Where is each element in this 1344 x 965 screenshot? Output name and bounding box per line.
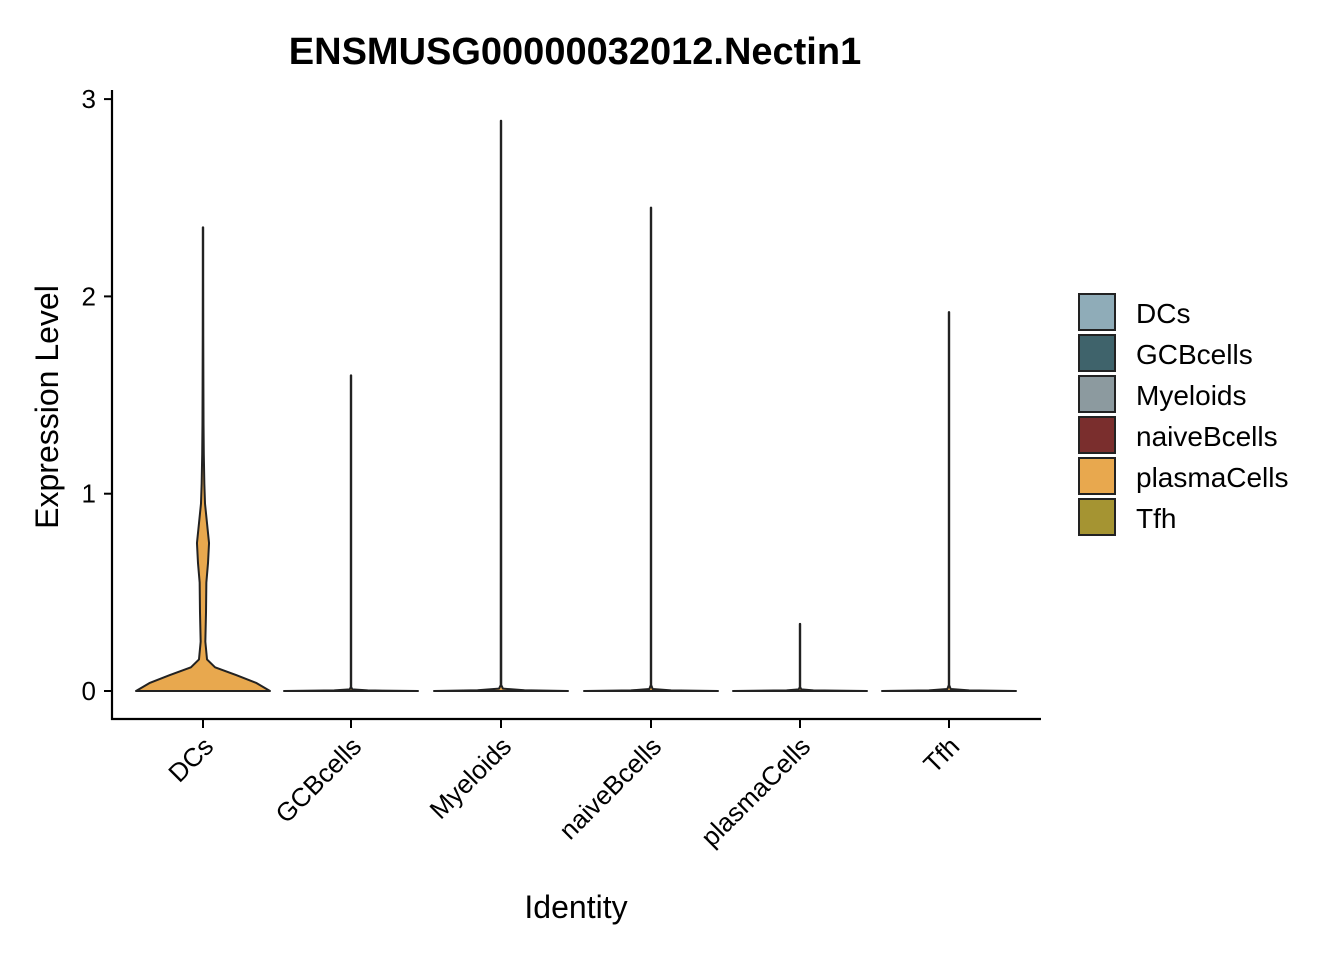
legend-label-plasmaCells: plasmaCells [1136, 462, 1289, 493]
legend-key-DCs [1078, 293, 1116, 331]
legend-label-Tfh: Tfh [1136, 503, 1176, 534]
violin-GCBcells [283, 374, 419, 692]
legend-key-Tfh [1078, 498, 1116, 536]
x-tick-label-naiveBcells: naiveBcells [553, 731, 667, 845]
legend-key-Myeloids [1078, 375, 1116, 413]
legend-key-plasmaCells [1078, 457, 1116, 495]
x-tick-label-Tfh: Tfh [917, 731, 965, 779]
x-tick-label-DCs: DCs [162, 731, 219, 788]
y-tick-label: 3 [82, 84, 96, 114]
legend-label-naiveBcells: naiveBcells [1136, 421, 1278, 452]
violins-group [135, 119, 1017, 692]
y-tick-label: 1 [82, 479, 96, 509]
x-axis-title: Identity [524, 889, 627, 925]
violin-naiveBcells [583, 206, 719, 692]
violin-Myeloids [433, 119, 569, 692]
legend-key-GCBcells [1078, 334, 1116, 372]
legend: DCs GCBcells Myeloids naiveBcells plasmaCell… [1078, 293, 1289, 536]
y-axis-title: Expression Level [29, 285, 65, 529]
legend-label-DCs: DCs [1136, 298, 1190, 329]
x-tick-label-plasmaCells: plasmaCells [695, 731, 816, 852]
chart-title: ENSMUSG00000032012.Nectin1 [289, 31, 861, 73]
legend-key-naiveBcells [1078, 416, 1116, 454]
legend-label-GCBcells: GCBcells [1136, 339, 1253, 370]
legend-label-Myeloids: Myeloids [1136, 380, 1246, 411]
x-ticks-group: DCs GCBcells Myeloids naiveBcells plasmaCell… [162, 719, 965, 852]
violin-plasmaCells [732, 622, 868, 692]
x-tick-label-Myeloids: Myeloids [423, 731, 517, 825]
violin-DCs [135, 226, 271, 692]
y-tick-label: 0 [82, 676, 96, 706]
x-tick-label-GCBcells: GCBcells [269, 731, 367, 829]
y-ticks-group: 0 1 2 3 [82, 84, 112, 706]
violin-Tfh [881, 311, 1017, 692]
y-tick-label: 2 [82, 281, 96, 311]
